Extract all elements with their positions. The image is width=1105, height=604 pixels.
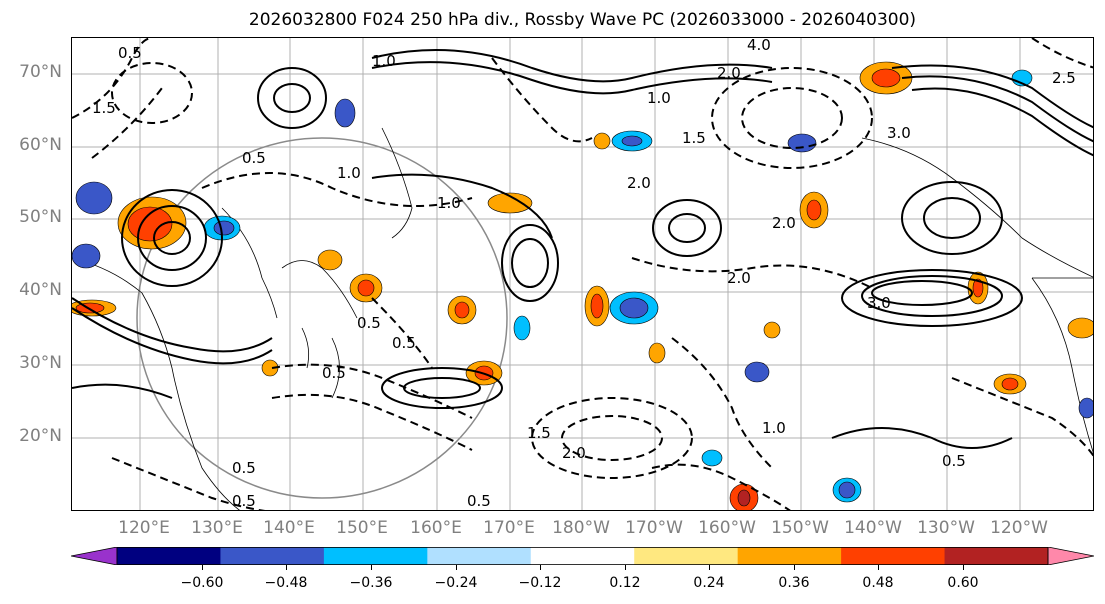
shaded-patches (72, 61, 1093, 510)
lon-label-140w: 140°W (844, 518, 902, 538)
colorbar-segment (220, 547, 325, 565)
colorbar-extend-max (1047, 547, 1094, 565)
colorbar-tickmark (878, 565, 879, 570)
contour-label: 0.5 (118, 44, 142, 62)
contour-label: 3.0 (887, 124, 911, 142)
colorbar-segments (71, 547, 1094, 565)
colorbar-tick-label: 0.48 (862, 575, 894, 591)
lat-label-60n: 60°N (19, 135, 62, 155)
colorbar-segment (841, 547, 946, 565)
contour-label: 1.0 (647, 89, 671, 107)
contour-label: 2.0 (717, 64, 741, 82)
lat-label-30n: 30°N (19, 353, 62, 373)
colorbar-tick-label: −0.60 (180, 575, 224, 591)
lon-label-160w: 160°W (698, 518, 756, 538)
lon-label-130w: 130°W (917, 518, 975, 538)
colorbar (71, 547, 1094, 565)
contour-label: 0.5 (232, 492, 256, 510)
lat-label-70n: 70°N (19, 62, 62, 82)
contour-label: 2.0 (727, 269, 751, 287)
contour-label: 0.5 (242, 149, 266, 167)
colorbar-tick-label: −0.24 (434, 575, 478, 591)
colorbar-tick-label: −0.48 (264, 575, 308, 591)
contour-label: 1.5 (682, 129, 706, 147)
contour-label: 1.5 (92, 99, 116, 117)
lon-label-170e: 170°E (483, 518, 535, 538)
lon-label-150e: 150°E (336, 518, 388, 538)
colorbar-border (116, 547, 1049, 565)
colorbar-segment (117, 547, 221, 565)
lat-label-20n: 20°N (19, 426, 62, 446)
contour-label: 2.0 (772, 214, 796, 232)
map-title: 2026032800 F024 250 hPa div., Rossby Wav… (248, 10, 917, 30)
colorbar-extend-min (71, 547, 118, 565)
contour-label: 2.0 (627, 174, 651, 192)
colorbar-tickmark (286, 565, 287, 570)
positive-contours (72, 49, 1093, 449)
colorbar-tickmark (540, 565, 541, 570)
lon-label-150w: 150°W (771, 518, 829, 538)
colorbar-tick-label: 0.60 (947, 575, 979, 591)
contour-label: 1.0 (762, 419, 786, 437)
colorbar-segment (530, 547, 635, 565)
lon-label-180w: 180°W (552, 518, 610, 538)
map-panel: 0.5 1.0 1.5 2.0 2.5 3.0 4.0 0.5 1.0 1.0 … (71, 37, 1094, 511)
contour-label: 1.0 (437, 194, 461, 212)
lat-label-40n: 40°N (19, 280, 62, 300)
colorbar-tickmark (202, 565, 203, 570)
contour-label: 0.5 (232, 459, 256, 477)
contour-label: 2.0 (562, 444, 586, 462)
colorbar-segment (427, 547, 532, 565)
colorbar-tickmark (625, 565, 626, 570)
lon-label-140e: 140°E (263, 518, 315, 538)
negative-contours (72, 38, 1093, 510)
colorbar-tickmark (371, 565, 372, 570)
contour-label: 0.5 (942, 452, 966, 470)
contour-label: 3.0 (867, 294, 891, 312)
colorbar-tickmark (456, 565, 457, 570)
map-svg: 0.5 1.0 1.5 2.0 2.5 3.0 4.0 0.5 1.0 1.0 … (72, 38, 1093, 510)
contour-label: 4.0 (747, 38, 771, 54)
graticule (72, 38, 1093, 510)
contour-labels: 0.5 1.0 1.5 2.0 2.5 3.0 4.0 0.5 1.0 1.0 … (92, 38, 1076, 510)
colorbar-segment (737, 547, 842, 565)
colorbar-tick-label: −0.12 (518, 575, 562, 591)
contour-label: 0.5 (467, 492, 491, 510)
colorbar-segment (323, 547, 428, 565)
contour-label: 0.5 (392, 334, 416, 352)
colorbar-tick-label: 0.36 (778, 575, 810, 591)
contour-label: 1.0 (337, 164, 361, 182)
colorbar-segment (944, 547, 1049, 565)
lat-label-50n: 50°N (19, 207, 62, 227)
lon-label-170w: 170°W (625, 518, 683, 538)
colorbar-tickmark (963, 565, 964, 570)
contour-label: 1.5 (527, 424, 551, 442)
colorbar-tick-label: 0.24 (693, 575, 725, 591)
colorbar-tick-label: 0.12 (609, 575, 641, 591)
colorbar-tickmark (709, 565, 710, 570)
contour-label: 1.0 (372, 52, 396, 70)
lon-label-160e: 160°E (410, 518, 462, 538)
lon-label-120e: 120°E (118, 518, 170, 538)
contour-label: 0.5 (322, 364, 346, 382)
colorbar-segment (634, 547, 739, 565)
colorbar-tickmark (794, 565, 795, 570)
colorbar-tick-label: −0.36 (349, 575, 393, 591)
contour-label: 2.5 (1052, 69, 1076, 87)
lon-label-120w: 120°W (990, 518, 1048, 538)
lon-label-130e: 130°E (191, 518, 243, 538)
rossby-phase-circle (136, 137, 508, 499)
contour-label: 0.5 (357, 314, 381, 332)
